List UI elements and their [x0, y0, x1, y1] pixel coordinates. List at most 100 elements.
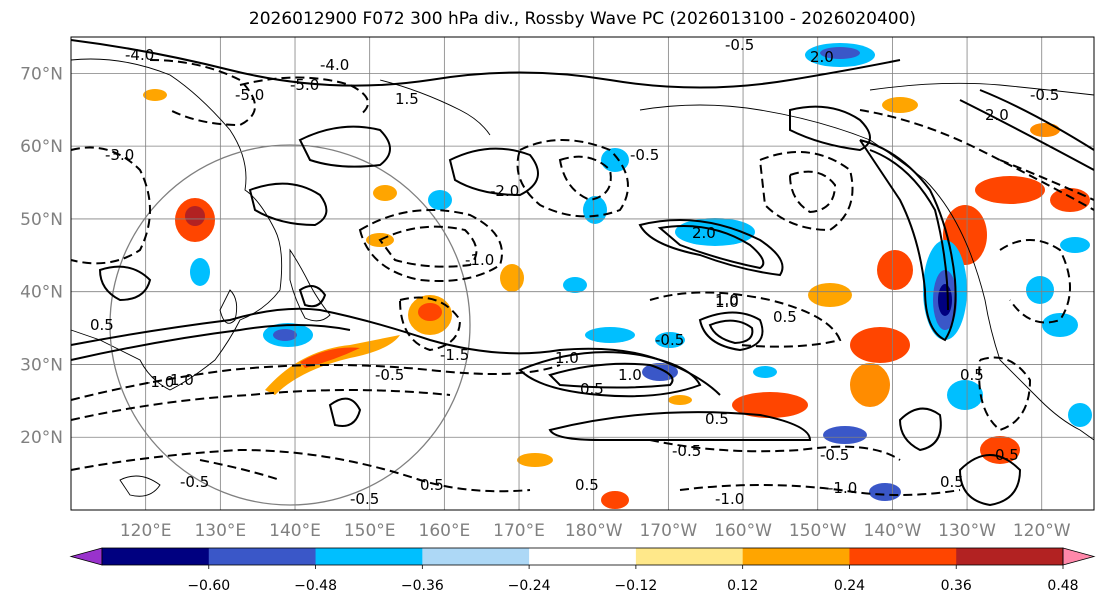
shade-patch: [585, 327, 635, 343]
contour-label: 0.5: [580, 380, 604, 398]
contour-label: 0.5: [705, 410, 729, 428]
colorbar-extend-low: [69, 547, 103, 566]
positive-contour: [959, 99, 1095, 171]
colorbar-segment: [956, 548, 1064, 565]
colorbar-extend-high: [1062, 547, 1096, 566]
contour-label: 1.5: [395, 90, 419, 108]
colorbar: −0.60 −0.48 −0.36 −0.24 −0.12 0.12 0.24 0.36 0.4…: [69, 547, 1096, 594]
shade-patch: [732, 392, 808, 418]
positive-contour: [708, 319, 754, 345]
contour-label: -1.0: [465, 251, 494, 269]
asia-coast: [70, 58, 283, 391]
contour-label: -0.5: [655, 331, 684, 349]
lon-tick-label: 140°W: [864, 521, 922, 541]
shade-patch: [820, 47, 860, 59]
colorbar-segment: [315, 548, 423, 565]
shade-patch: [877, 250, 913, 290]
positive-contour: [958, 454, 1022, 507]
colorbar-tick-label: −0.12: [614, 578, 657, 594]
shade-patch: [265, 335, 400, 395]
contour-label: 0.5: [420, 476, 444, 494]
colorbar-segment: [102, 548, 210, 565]
shade-patch: [563, 277, 587, 293]
negative-contour: [999, 159, 1095, 201]
lon-tick-label: 140°E: [269, 521, 321, 541]
positive-contour: [979, 89, 1095, 151]
lat-tick-label: 20°N: [20, 428, 63, 448]
contour-label: 1.0: [715, 291, 739, 309]
contour-label: -0.5: [350, 490, 379, 508]
positive-contour: [638, 219, 784, 277]
lat-tick-label: 60°N: [20, 137, 63, 157]
colorbar-ticks: −0.60 −0.48 −0.36 −0.24 −0.12 0.12 0.24 0.36 0.4…: [187, 565, 1079, 594]
positive-contour: [869, 149, 949, 311]
positive-contour: [70, 39, 901, 89]
lat-tick-label: 70°N: [20, 64, 63, 84]
shade-patch: [583, 196, 607, 224]
contour-labels: -0.5 2.0 -5.0 -5.0 -4.0 1.5 -0.5 -2.0 -1…: [90, 36, 1059, 508]
negative-contour: [378, 225, 478, 268]
colorbar-segment: [529, 548, 637, 565]
positive-contour: [298, 285, 327, 308]
colorbar-segment: [742, 548, 850, 565]
contour-label: -4.0: [125, 46, 154, 64]
positive-contour: [898, 407, 942, 452]
negative-contour: [859, 109, 1095, 211]
contour-label: -0.5: [820, 446, 849, 464]
colorbar-tick-label: −0.60: [187, 578, 230, 594]
positive-contour: [70, 324, 351, 361]
shade-patch: [655, 332, 685, 348]
shade-patch: [300, 347, 360, 368]
shade-patch: [823, 426, 867, 444]
contour-label: -5.0: [235, 86, 264, 104]
map-gridlines: [71, 37, 1094, 510]
contour-lines: [70, 39, 1095, 507]
shade-patch: [1026, 276, 1054, 304]
japan-coast: [289, 248, 331, 322]
positive-contour: [298, 125, 391, 168]
great-circle: [109, 144, 471, 506]
colorbar-tick-label: −0.36: [401, 578, 444, 594]
colorbar-tick-label: 0.36: [941, 578, 972, 594]
contour-label: -1.0: [828, 479, 857, 497]
shade-patch: [1030, 123, 1060, 137]
negative-contour: [70, 448, 531, 493]
contour-label: 1.0: [618, 366, 642, 384]
positive-contour: [548, 411, 812, 442]
contour-label: -0.5: [672, 442, 701, 460]
shade-patch: [869, 483, 901, 501]
shade-patch: [373, 185, 397, 201]
shade-patch: [1060, 237, 1090, 253]
shade-patch: [753, 366, 777, 378]
lon-tick-label: 130°E: [194, 521, 246, 541]
shade-patch: [428, 190, 452, 210]
contour-label: -0.5: [725, 36, 754, 54]
chart-title: 2026012900 F072 300 hPa div., Rossby Wav…: [248, 9, 917, 29]
coastlines: [70, 58, 1095, 497]
lon-tick-label: 170°E: [493, 521, 545, 541]
positive-contour: [518, 351, 702, 398]
contour-label: -1.0: [145, 373, 174, 391]
colorbar-segment: [208, 548, 317, 565]
positive-contour: [448, 147, 539, 197]
negative-contour-lines: [70, 59, 1095, 496]
shade-patch: [850, 327, 910, 363]
shade-patch: [675, 218, 755, 246]
lon-tick-label: 160°E: [419, 521, 471, 541]
latitude-labels: 70°N 60°N 50°N 40°N 30°N 20°N: [20, 64, 63, 448]
lon-tick-label: 120°W: [1013, 521, 1071, 541]
divergence-shading: [143, 43, 1092, 509]
korea-coast: [219, 289, 238, 324]
map-frame: [70, 36, 1095, 511]
negative-contour: [679, 484, 961, 496]
shade-patch: [190, 258, 210, 286]
shade-patch: [185, 206, 205, 226]
colorbar-outline: [101, 547, 1064, 566]
contour-label: -1.0: [715, 490, 744, 508]
shade-patch: [980, 436, 1020, 464]
contour-label: -0.5: [375, 366, 404, 384]
colorbar-segment: [635, 548, 744, 565]
contour-label: -3.0: [105, 146, 134, 164]
negative-contour: [358, 209, 503, 282]
